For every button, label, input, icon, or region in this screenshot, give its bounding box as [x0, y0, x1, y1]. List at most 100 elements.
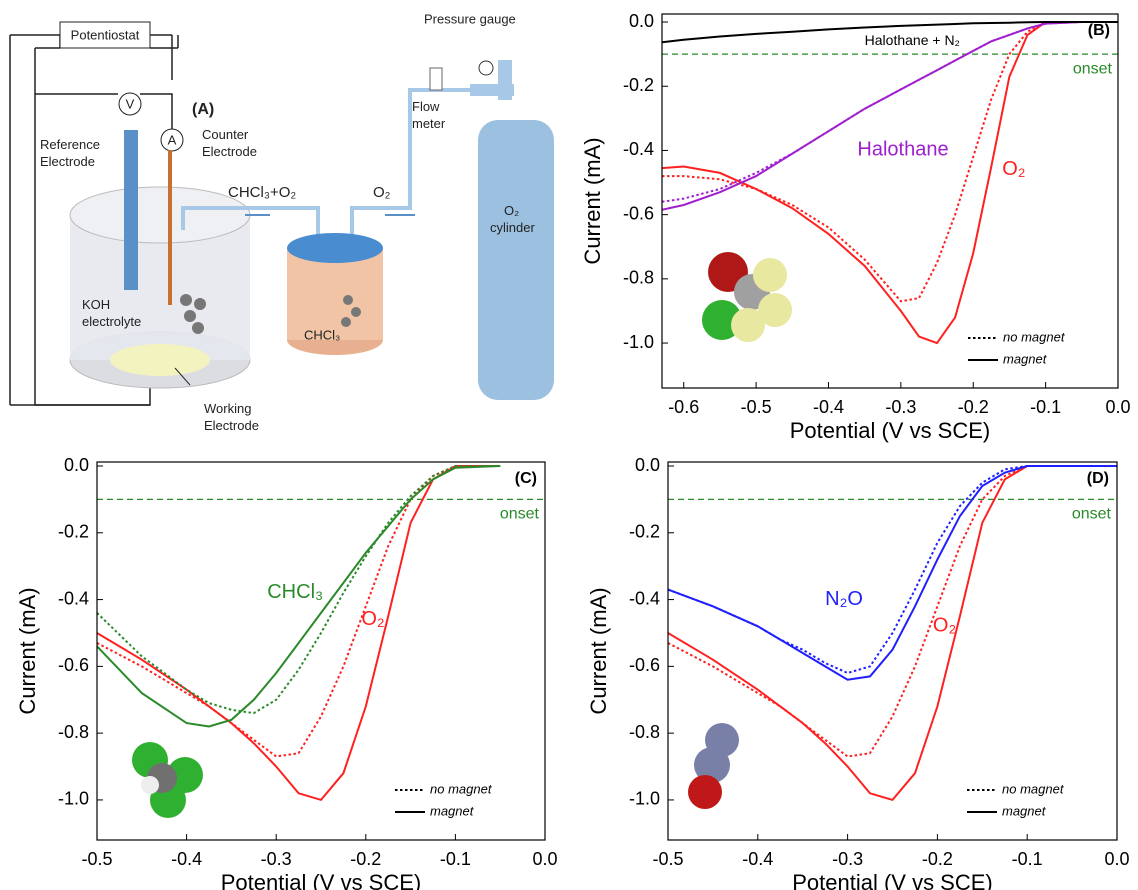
x-tick-label: -0.2: [922, 849, 953, 869]
onset-label: onset: [500, 506, 540, 523]
bubble: [194, 298, 206, 310]
y-tick-label: -0.4: [623, 139, 654, 159]
bubble: [351, 307, 361, 317]
gas-mix-label: CHCl₃+O₂: [228, 184, 296, 201]
data-line: [662, 22, 1118, 343]
bubble: [343, 295, 353, 305]
line: Electrode: [204, 418, 259, 433]
line: KOH: [82, 297, 110, 312]
curve-label: O₂: [933, 615, 956, 637]
curve-label: O₂: [361, 608, 384, 630]
legend-label: magnet: [430, 803, 475, 818]
x-tick-label: 0.0: [532, 849, 557, 869]
y-tick-label: -0.2: [58, 522, 89, 542]
y-tick-label: -0.4: [629, 588, 660, 608]
gas-in-label: O₂: [373, 184, 391, 201]
bubble: [341, 317, 351, 327]
onset-label: onset: [1073, 60, 1113, 77]
y-tick-label: -0.8: [623, 268, 654, 288]
x-axis-title: Potential (V vs SCE): [792, 870, 993, 890]
y-tick-label: -0.2: [629, 522, 660, 542]
x-tick-label: -0.4: [813, 397, 844, 417]
x-tick-label: -0.5: [741, 397, 772, 417]
data-line: [668, 466, 1117, 673]
curve-label: Halothane + N₂: [865, 32, 960, 48]
counter-electrode: [168, 150, 172, 305]
data-line: [668, 466, 1117, 757]
bubble: [184, 310, 196, 322]
onset-label: onset: [1072, 506, 1112, 523]
x-tick-label: -0.4: [742, 849, 773, 869]
line: electrolyte: [82, 314, 141, 329]
data-line: [662, 22, 1118, 202]
line: Reference: [40, 137, 100, 152]
line: Working: [204, 401, 251, 416]
figure: Potentiostat V A (A) ReferenceElectrode …: [0, 0, 1138, 890]
halothane-molecule: [702, 252, 792, 342]
x-axis-title: Potential (V vs SCE): [221, 870, 422, 890]
curve-label: CHCl₃: [267, 581, 323, 603]
curve-label: N₂O: [825, 588, 863, 610]
reference-label: ReferenceElectrode: [40, 137, 100, 169]
y-tick-label: -0.6: [629, 655, 660, 675]
x-tick-label: -0.3: [832, 849, 863, 869]
bubble: [180, 294, 192, 306]
y-tick-label: -1.0: [629, 789, 660, 809]
y-axis-title: Current (mA): [15, 587, 40, 714]
cylinder: [478, 120, 554, 400]
data-line: [662, 22, 1118, 210]
legend-label: no magnet: [430, 781, 493, 796]
nitrous-oxide-molecule: [688, 723, 739, 809]
voltmeter-label: V: [126, 96, 135, 111]
y-tick-label: -0.6: [58, 655, 89, 675]
line: Electrode: [202, 144, 257, 159]
bubble: [192, 322, 204, 334]
working-electrode: [110, 344, 210, 376]
y-tick-label: 0.0: [635, 455, 660, 475]
x-tick-label: -0.4: [171, 849, 202, 869]
regulator: [470, 84, 514, 96]
line: cylinder: [490, 220, 535, 235]
reference-electrode: [124, 130, 138, 290]
x-tick-label: -0.3: [885, 397, 916, 417]
working-label: Working Electrode: [204, 401, 259, 433]
y-tick-label: -0.2: [623, 75, 654, 95]
y-tick-label: 0.0: [64, 455, 89, 475]
y-tick-label: 0.0: [629, 11, 654, 31]
curve-label: Halothane: [857, 139, 948, 161]
x-tick-label: -0.2: [958, 397, 989, 417]
data-line: [97, 466, 500, 757]
legend-label: no magnet: [1003, 329, 1066, 344]
legend-label: no magnet: [1002, 781, 1065, 796]
x-tick-label: -0.5: [652, 849, 683, 869]
y-axis-title: Current (mA): [580, 137, 605, 264]
liquid-label: CHCl₃: [304, 327, 340, 342]
x-tick-label: -0.5: [81, 849, 112, 869]
x-tick-label: -0.1: [440, 849, 471, 869]
line: Flow: [412, 99, 440, 114]
panel-label: (D): [1087, 470, 1109, 487]
data-line: [668, 466, 1117, 680]
line: O₂: [504, 203, 519, 218]
panel-label: (C): [515, 470, 537, 487]
curve-label: O₂: [1002, 158, 1025, 180]
cell-top: [70, 187, 250, 243]
y-tick-label: -0.8: [629, 722, 660, 742]
x-tick-label: -0.1: [1030, 397, 1061, 417]
x-tick-label: 0.0: [1104, 849, 1129, 869]
page: Potentiostat V A (A) ReferenceElectrode …: [0, 0, 1138, 890]
chloroform-molecule: [132, 742, 203, 818]
x-tick-label: -0.1: [1012, 849, 1043, 869]
y-tick-label: -0.4: [58, 588, 89, 608]
x-tick-label: 0.0: [1105, 397, 1130, 417]
legend-label: magnet: [1003, 351, 1048, 366]
panel-label: (B): [1088, 22, 1110, 39]
line: meter: [412, 116, 446, 131]
gauge: [479, 61, 493, 75]
bubbler-top: [287, 233, 383, 263]
y-tick-label: -1.0: [623, 332, 654, 352]
legend-label: magnet: [1002, 803, 1047, 818]
x-tick-label: -0.3: [261, 849, 292, 869]
x-tick-label: -0.2: [350, 849, 381, 869]
